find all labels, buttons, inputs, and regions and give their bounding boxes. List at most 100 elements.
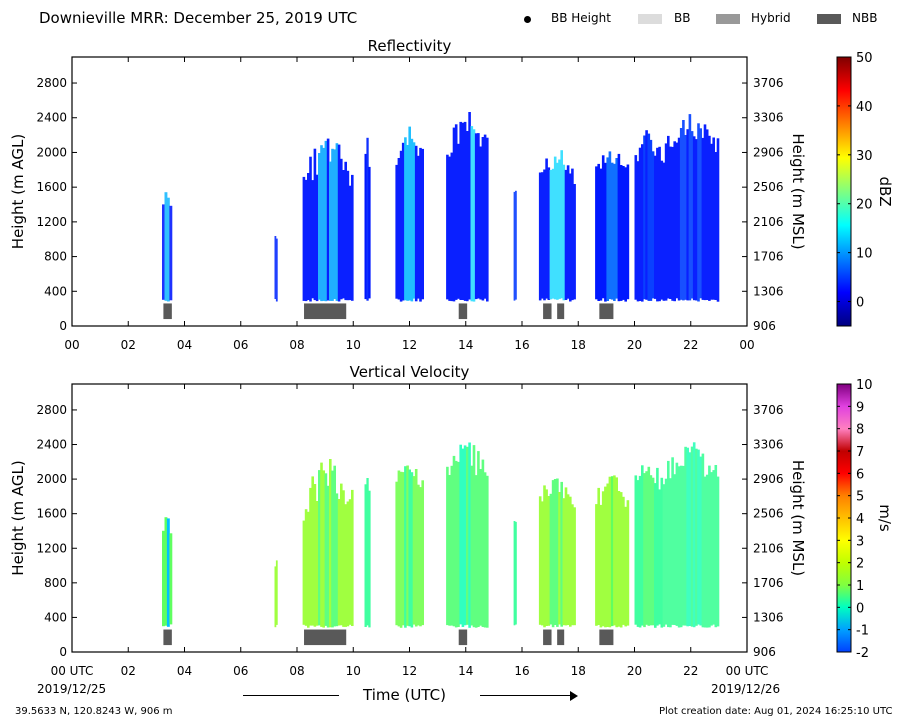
echo-streak [553,479,557,625]
echo-streak [712,137,715,300]
x-tick-label: 12 [402,338,417,352]
echo-streak [342,490,345,627]
y-tick-label: 1200 [36,215,67,229]
echo-streak [656,147,659,302]
echo-streak [166,197,170,302]
colorbar-tick-label: 6 [856,467,864,482]
echo-streak [677,137,681,301]
echo-streak [410,138,414,302]
echo-streak [164,517,168,626]
echo-streak [699,128,702,299]
echo-streak [641,465,644,626]
y-axis-label: Height (m AGL) [9,460,27,575]
echo-streak [324,473,328,626]
nbb-marker [458,303,468,320]
y-tick-label-right: 1306 [753,610,784,624]
echo-streak [166,518,170,627]
echo-streak [556,162,559,300]
echo-streak [606,157,609,301]
echo-streak [671,146,674,301]
nbb-marker [458,629,468,646]
panel-title: Vertical Velocity [350,363,470,381]
colorbar-label: dBZ [876,176,894,206]
colorbar-tick-label: -2 [856,646,869,661]
echo-streak [613,475,616,626]
echo-streak [417,155,420,299]
y-tick-label: 2800 [36,76,67,90]
echo-block [446,442,489,628]
echo-streak [304,179,308,302]
echo-streak [688,452,692,626]
echo-streak [401,142,405,301]
echo-streak [335,143,339,301]
echo-streak [318,470,321,626]
y-tick-label-right: 3706 [753,76,784,90]
x-tick-label: 06 [233,338,248,352]
echo-streak [671,457,674,625]
end-date: 2019/12/26 [711,682,781,696]
echo-streak [660,160,664,300]
y-tick-label: 400 [44,284,67,298]
echo-streak [399,150,403,302]
colorbar-tick-label: 7 [856,445,864,460]
echo-streak [450,152,454,302]
echo-streak [597,487,600,625]
echo-streak [162,530,165,627]
echo-streak [275,238,278,302]
echo-streak [410,472,414,628]
echo-streak [404,466,407,628]
echo-streak [660,477,664,628]
echo-streak [599,504,603,628]
nbb-swatch [817,14,841,24]
x-tick-label: 00 UTC [726,664,769,678]
echo-streak [479,469,482,626]
echo-streak [543,169,546,301]
echo-streak [669,478,672,628]
echo-streak [315,501,319,626]
echo-streak [417,484,420,626]
echo-block [302,459,354,628]
y-axis-label: Height (m AGL) [9,134,27,249]
left-arrow-line [243,695,339,696]
echo-streak [682,120,685,301]
echo-streak [656,467,659,626]
echo-streak [326,485,330,628]
echo-streak [597,163,600,301]
colorbar-tick-label: 3 [856,534,864,549]
echo-streak [366,478,369,626]
echo-streak [348,499,352,625]
echo-streak [472,129,476,302]
x-tick-label: 00 UTC [51,664,94,678]
nbb-marker [163,303,172,320]
echo-streak [315,174,319,302]
echo-streak [610,476,614,627]
echo-streak [649,139,653,301]
echo-streak [569,173,572,302]
echo-streak [337,144,341,302]
echo-streak [705,129,709,300]
echo-streak [470,465,474,626]
echo-streak [634,155,638,300]
echo-streak [569,496,572,627]
echo-block [274,236,278,302]
echo-streak [329,161,332,301]
y-tick-label-right: 1306 [753,284,784,298]
y-tick-label: 2800 [36,403,67,417]
echo-streak [638,475,642,628]
echo-streak [684,446,687,626]
echo-streak [479,146,482,300]
echo-streak [448,156,451,301]
x-tick-label: 02 [121,338,136,352]
echo-streak [573,184,576,300]
echo-streak [695,448,698,626]
nbb-marker [557,303,565,320]
echo-streak [673,141,676,302]
echo-streak [679,465,683,628]
echo-streak [340,158,343,300]
echo-streak [468,112,471,300]
echo-streak [337,499,341,626]
echo-streak [454,460,458,628]
echo-streak [645,130,648,300]
nbb-marker [599,303,614,320]
